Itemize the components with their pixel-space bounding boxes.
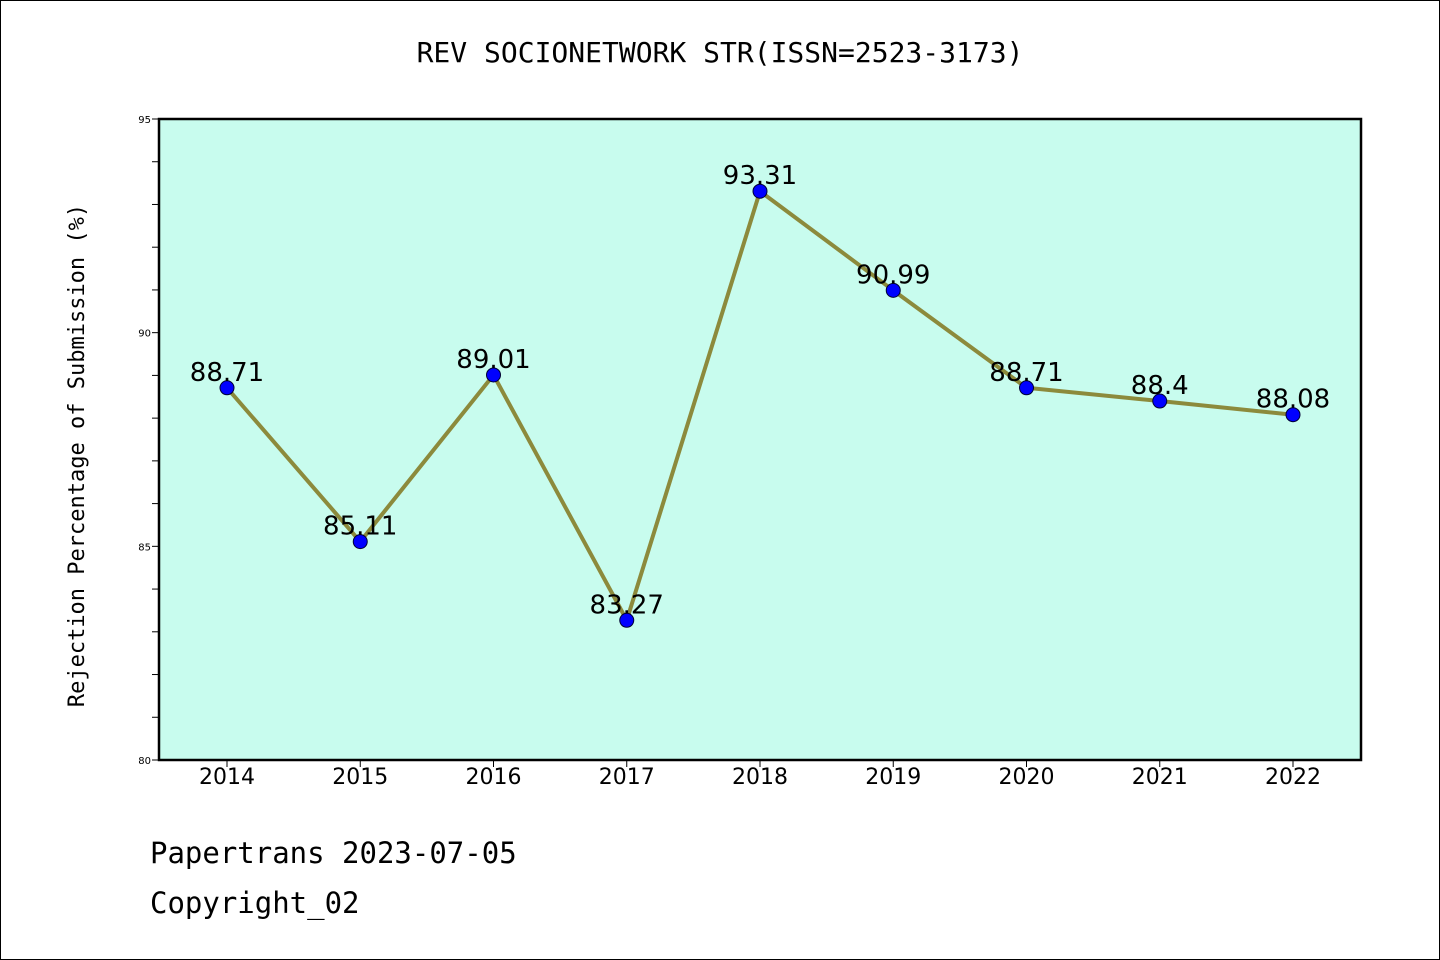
x-tick-label: 2021 bbox=[1132, 765, 1188, 790]
series-layer: 88.71 85.11 89.01 83.27 93.31 90.99 88.71 88.4 8… bbox=[190, 161, 1330, 628]
y-tick-label: 85 bbox=[138, 542, 151, 553]
y-tick-label: 95 bbox=[138, 115, 151, 126]
x-tick-label: 2020 bbox=[999, 765, 1055, 790]
x-axis: 2014 2015 2016 2017 2018 2019 2020 2021 2022 bbox=[199, 760, 1321, 790]
data-point bbox=[486, 367, 501, 383]
data-point bbox=[619, 612, 635, 628]
data-label: 90.99 bbox=[856, 260, 930, 290]
data-point bbox=[752, 183, 768, 199]
plot-border bbox=[157, 117, 1363, 762]
data-point bbox=[1152, 393, 1168, 409]
plot-area bbox=[159, 119, 1361, 760]
x-tick-label: 2016 bbox=[466, 765, 522, 790]
footer-date-line: Papertrans 2023-07-05 bbox=[150, 836, 517, 870]
x-tick-label: 2018 bbox=[732, 765, 788, 790]
x-tick-label: 2019 bbox=[865, 765, 921, 790]
y-tick-label: 80 bbox=[138, 756, 151, 767]
data-point bbox=[885, 282, 901, 298]
data-label: 88.71 bbox=[190, 358, 264, 388]
data-label: 88.08 bbox=[1256, 385, 1330, 415]
y-tick-label: 90 bbox=[138, 329, 151, 340]
data-point bbox=[1019, 380, 1034, 396]
data-point bbox=[219, 380, 235, 396]
x-tick-label: 2017 bbox=[599, 765, 655, 790]
data-label: 83.27 bbox=[590, 590, 664, 620]
y-axis: 80 85 90 95 bbox=[138, 115, 159, 767]
x-tick-label: 2014 bbox=[199, 765, 255, 790]
data-point bbox=[352, 534, 368, 550]
x-tick-label: 2022 bbox=[1265, 765, 1321, 790]
data-label: 85.11 bbox=[323, 512, 397, 542]
data-label: 88.4 bbox=[1131, 371, 1189, 401]
data-label: 93.31 bbox=[723, 161, 797, 191]
data-label: 88.71 bbox=[989, 358, 1063, 388]
data-label: 89.01 bbox=[456, 345, 530, 375]
chart-title: REV SOCIONETWORK STR(ISSN=2523-3173) bbox=[416, 36, 1024, 69]
data-point bbox=[1285, 407, 1301, 423]
footer-copyright-line: Copyright_02 bbox=[150, 886, 360, 920]
y-axis-label: Rejection Percentage of Submission (%) bbox=[65, 204, 90, 707]
x-tick-label: 2015 bbox=[332, 765, 388, 790]
